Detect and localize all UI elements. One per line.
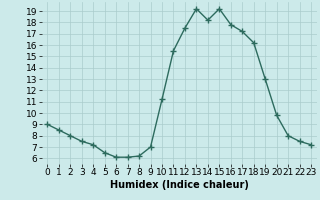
X-axis label: Humidex (Indice chaleur): Humidex (Indice chaleur)	[110, 180, 249, 190]
